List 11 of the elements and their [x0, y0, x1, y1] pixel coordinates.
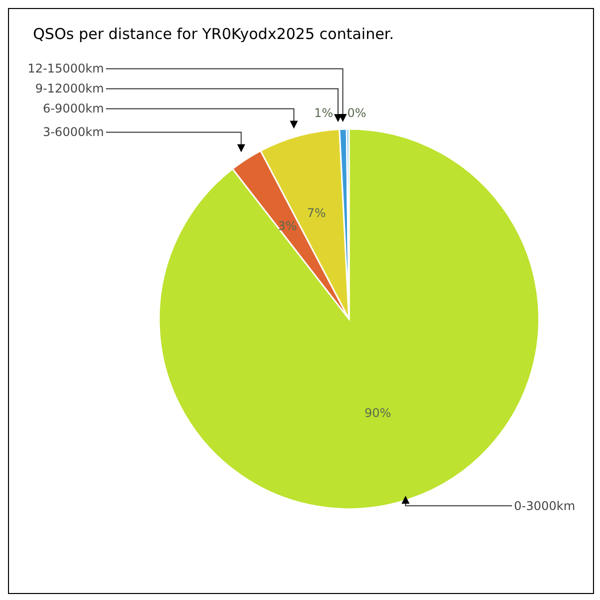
slice-label: 3-6000km [42, 125, 104, 140]
data-label: 90% [364, 406, 392, 420]
slice-label: 12-15000km [28, 62, 104, 76]
data-label: 3% [278, 219, 297, 234]
data-label: 7% [306, 206, 326, 220]
data-label: 1% [314, 106, 334, 120]
chart-title: QSOs per distance for YR0Kyodx2025 container. [33, 25, 394, 43]
data-label: 0% [347, 106, 366, 120]
slice-label: 0-3000km [514, 498, 576, 513]
slice-label: 6-9000km [42, 102, 104, 116]
slice-label: 9-12000km [35, 82, 104, 96]
